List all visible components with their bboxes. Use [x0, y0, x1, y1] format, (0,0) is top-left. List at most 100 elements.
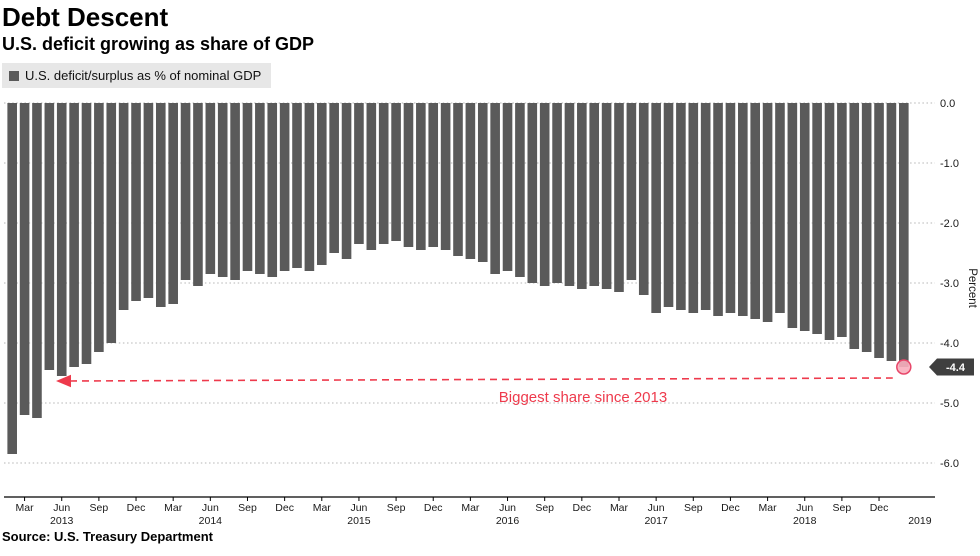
bar [106, 103, 117, 343]
bar [56, 103, 67, 376]
bar [725, 103, 736, 313]
x-axis-tick-label: Mar [610, 502, 629, 514]
legend: U.S. deficit/surplus as % of nominal GDP [2, 63, 272, 88]
x-axis-tick-label: Jun [53, 502, 70, 514]
bar [193, 103, 203, 286]
x-axis-tick-label: Sep [90, 502, 109, 514]
bar [403, 103, 414, 247]
bar [700, 103, 711, 310]
bar [44, 103, 55, 370]
x-axis-tick-label: Jun [202, 502, 219, 514]
bar [837, 103, 847, 337]
bar [7, 103, 17, 454]
bar [899, 103, 909, 367]
bar [366, 103, 377, 250]
x-axis-year-label: 2015 [347, 515, 371, 527]
bar [614, 103, 624, 292]
bar [515, 103, 525, 277]
x-axis-tick-label: Dec [424, 502, 443, 514]
bar [787, 103, 798, 328]
x-axis-tick-label: Mar [759, 502, 778, 514]
bar [180, 103, 191, 280]
bar [131, 103, 141, 301]
x-axis-tick-label: Dec [127, 502, 146, 514]
x-axis-tick-label: Mar [461, 502, 480, 514]
bar [490, 103, 500, 274]
x-axis-tick-label: Dec [870, 502, 889, 514]
x-axis-tick-label: Dec [572, 502, 591, 514]
bar [230, 103, 240, 280]
x-axis-tick-label: Sep [684, 502, 703, 514]
x-axis-tick-label: Dec [721, 502, 740, 514]
x-axis-year-label: 2014 [199, 515, 223, 527]
chart-title: Debt Descent [2, 2, 169, 32]
x-axis-tick-label: Mar [16, 502, 35, 514]
source-note: Source: U.S. Treasury Department [2, 529, 213, 544]
bar [527, 103, 538, 283]
y-axis-tick-label: -5.0 [940, 398, 959, 410]
chart-subtitle: U.S. deficit growing as share of GDP [2, 34, 315, 54]
bar [143, 103, 154, 298]
x-axis-tick-label: Sep [833, 502, 852, 514]
bar [713, 103, 723, 316]
bar [799, 103, 810, 331]
bar [341, 103, 352, 259]
x-axis-tick-label: Jun [499, 502, 516, 514]
bar [651, 103, 661, 313]
legend-label: U.S. deficit/surplus as % of nominal GDP [25, 68, 262, 83]
x-axis-tick-label: Dec [275, 502, 294, 514]
bar [626, 103, 637, 280]
bar [874, 103, 884, 358]
y-axis-tick-label: -6.0 [940, 458, 959, 470]
bar [428, 103, 439, 247]
x-axis-tick-label: Jun [350, 502, 367, 514]
x-axis-tick-label: Jun [648, 502, 665, 514]
y-axis-tick-label: 0.0 [940, 98, 955, 110]
bar [477, 103, 488, 262]
x-axis-tick-label: Mar [313, 502, 332, 514]
bar [32, 103, 42, 418]
x-axis-tick-label: Jun [796, 502, 813, 514]
current-value-label: -4.4 [946, 362, 966, 374]
bar [242, 103, 253, 271]
bar [217, 103, 228, 277]
x-axis-tick-label: Sep [387, 502, 406, 514]
x-axis-year-label: 2013 [50, 515, 74, 527]
bar [762, 103, 773, 322]
bar [155, 103, 166, 307]
x-axis-year-label: 2019 [908, 515, 932, 527]
bar [465, 103, 476, 259]
bar [94, 103, 104, 352]
bar [267, 103, 278, 277]
bar [255, 103, 265, 274]
x-axis-tick-label: Sep [238, 502, 257, 514]
bar [824, 103, 835, 340]
bar [663, 103, 674, 307]
bar [539, 103, 550, 286]
x-axis-tick-label: Mar [164, 502, 183, 514]
bar [886, 103, 897, 361]
bar [391, 103, 401, 241]
bar [775, 103, 785, 313]
bar [502, 103, 513, 271]
bar [750, 103, 761, 319]
y-axis-title: Percent [966, 268, 978, 308]
bar [688, 103, 699, 313]
bar [205, 103, 216, 274]
bar [676, 103, 686, 310]
bar [168, 103, 178, 304]
annotation-arrow-line [69, 377, 893, 382]
x-axis-year-label: 2016 [496, 515, 520, 527]
bar [552, 103, 562, 283]
bar [601, 103, 612, 289]
bar [564, 103, 575, 286]
y-axis-tick-label: -4.0 [940, 338, 959, 350]
x-axis-year-label: 2018 [793, 515, 817, 527]
bar [589, 103, 600, 286]
bar [329, 103, 339, 253]
bar [849, 103, 860, 349]
bar [354, 103, 364, 244]
bar [81, 103, 92, 364]
